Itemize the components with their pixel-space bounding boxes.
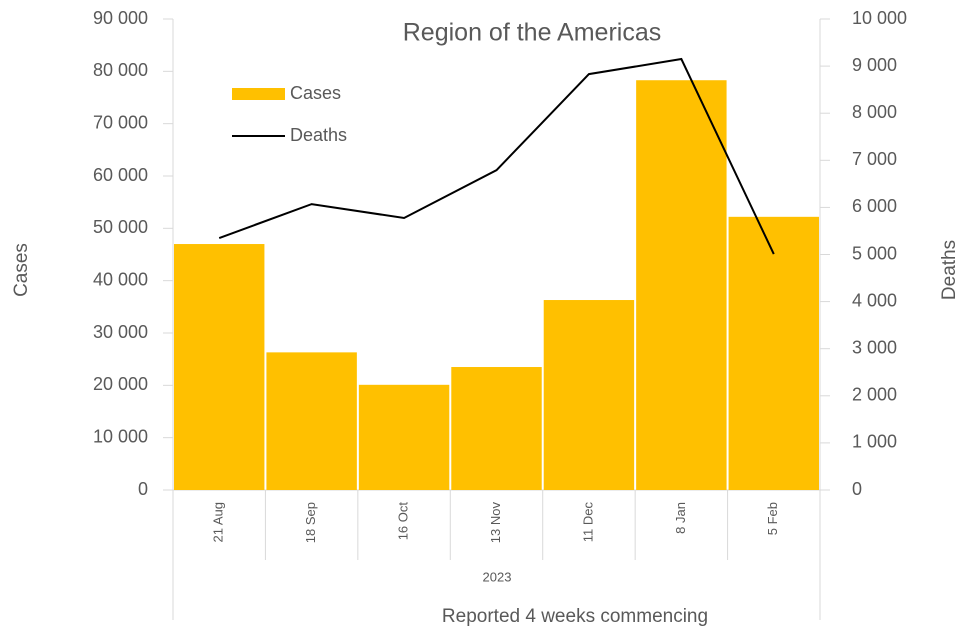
y-tick-label: 70 000 xyxy=(93,112,148,132)
category-group: 2023 xyxy=(483,569,512,584)
y2-tick-label: 4 000 xyxy=(852,290,897,310)
y2-tick-label: 0 xyxy=(852,479,862,499)
bar xyxy=(636,80,727,490)
line xyxy=(218,57,775,255)
y-tick-label: 30 000 xyxy=(93,322,148,342)
x-tick-label: 11 Dec xyxy=(580,502,595,543)
x-tick-label: 18 Sep xyxy=(303,502,318,543)
x-tick-label: 13 Nov xyxy=(488,502,503,544)
x-tick-label: 8 Jan xyxy=(673,502,688,534)
y2-tick-label: 7 000 xyxy=(852,149,897,169)
bar xyxy=(451,367,542,490)
legend-swatch xyxy=(232,88,285,100)
y2-tick-label: 1 000 xyxy=(852,432,897,452)
bar xyxy=(728,216,819,490)
y-tick-label: 60 000 xyxy=(93,165,148,185)
y-tick-label: 50 000 xyxy=(93,217,148,237)
chart-title: Region of the Americas xyxy=(403,19,661,47)
y2-axis-title: Deaths xyxy=(939,240,960,300)
bar xyxy=(358,384,450,490)
x-tick-label: 5 Feb xyxy=(765,502,780,535)
y-tick-label: 90 000 xyxy=(93,8,148,28)
y-tick-label: 80 000 xyxy=(93,60,148,80)
legend-label: Cases xyxy=(290,83,341,103)
bar xyxy=(266,352,357,490)
y2-tick-label: 6 000 xyxy=(852,196,897,216)
x-tick-label: 21 Aug xyxy=(211,502,226,543)
bar xyxy=(543,300,635,490)
y-tick-label: 10 000 xyxy=(93,426,148,446)
y-tick-label: 0 xyxy=(138,479,148,499)
y-tick-label: 40 000 xyxy=(93,269,148,289)
x-tick-label: 16 Oct xyxy=(396,502,411,541)
y2-tick-label: 5 000 xyxy=(852,243,897,263)
bar xyxy=(174,244,265,490)
y-tick-label: 20 000 xyxy=(93,374,148,394)
x-axis-title: Reported 4 weeks commencing xyxy=(442,606,708,627)
y-axis-title: Cases xyxy=(11,243,32,297)
legend-label: Deaths xyxy=(290,125,347,145)
y2-tick-label: 10 000 xyxy=(852,8,907,28)
y2-tick-label: 2 000 xyxy=(852,385,897,405)
y2-tick-label: 9 000 xyxy=(852,55,897,75)
y2-tick-label: 3 000 xyxy=(852,337,897,357)
y2-tick-label: 8 000 xyxy=(852,102,897,122)
